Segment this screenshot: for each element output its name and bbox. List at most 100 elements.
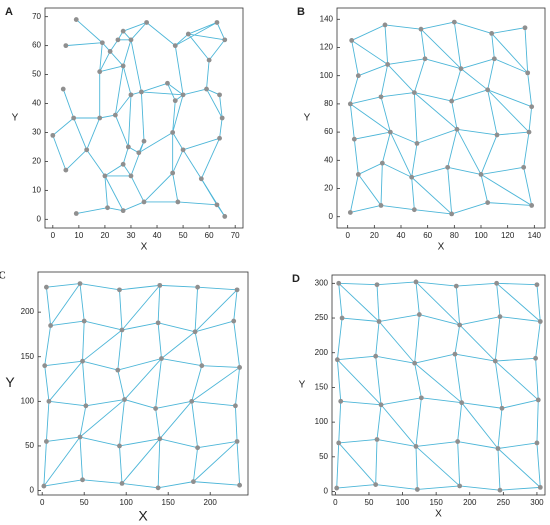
node [48,323,53,328]
node [71,115,77,121]
node [376,319,382,324]
x-tick-label: 20 [370,231,379,240]
node [411,90,417,96]
node [170,170,176,176]
node [485,87,491,93]
edge [358,63,388,77]
edge [375,356,382,405]
edge [99,65,124,73]
node [457,483,463,489]
edge [127,94,132,147]
node [84,147,90,153]
node [117,287,122,293]
node [42,363,48,369]
node [41,483,47,489]
edge [349,174,359,213]
edge [158,322,196,333]
node [412,360,418,366]
edge [536,284,541,322]
panel-letter: C [0,270,6,282]
x-tick-label: 50 [80,498,89,507]
edge [415,446,418,490]
edge [415,397,422,447]
edge [43,479,83,487]
edge [358,162,383,175]
edge [155,358,162,409]
node [214,202,220,208]
x-tick-label: 100 [396,498,410,507]
edge [338,439,378,444]
edge [124,399,156,409]
node [379,160,385,166]
edge [536,399,539,443]
edge [414,92,458,130]
edge [188,33,225,41]
plot-frame [44,7,244,229]
edge [456,128,498,136]
edge [141,91,184,96]
edge [528,106,533,133]
edge [177,201,217,206]
edge [451,68,462,102]
node [115,367,121,373]
node [107,49,113,54]
edge [336,442,340,489]
edge [420,29,426,59]
edge [197,441,238,449]
node [414,487,420,492]
edge [387,58,426,65]
edge [117,329,123,371]
y-tick-label: 150 [315,383,329,392]
node [115,37,121,43]
y-tick-label: 70 [32,12,41,21]
y-tick-label: 50 [25,441,34,450]
node [185,31,191,37]
edge [389,131,413,178]
edge [73,117,88,151]
edge [119,445,123,484]
edge [172,132,184,151]
node [534,440,540,446]
edge [380,404,417,447]
node [374,437,380,442]
y-tick-label: 40 [32,99,41,108]
edge [44,360,83,367]
plot-frame [37,271,249,496]
edge [123,22,147,32]
node [170,130,176,135]
edge [337,355,376,361]
node [525,70,531,76]
edge [65,42,103,47]
y-tick-label: 150 [21,352,35,361]
node [336,280,342,286]
node [195,284,201,290]
edge [375,321,380,357]
edge [99,51,111,72]
edge [494,58,528,74]
edge [43,436,81,487]
node [105,205,110,211]
edge [143,172,173,203]
edge [50,283,81,326]
edge [375,439,378,485]
edge [459,324,496,362]
edge [157,438,161,488]
node [172,98,178,104]
node [495,446,501,451]
edge [82,321,85,362]
node [60,86,66,92]
edge [414,92,452,102]
node [422,56,428,62]
edge [414,209,452,215]
edge [496,131,530,136]
edge [414,362,462,404]
node [192,329,198,335]
node [120,63,126,69]
node [180,147,186,153]
edge [206,88,223,119]
node [120,161,126,167]
node [44,284,49,290]
edge [535,358,539,400]
edge [191,401,199,448]
x-tick-label: 150 [162,498,176,507]
